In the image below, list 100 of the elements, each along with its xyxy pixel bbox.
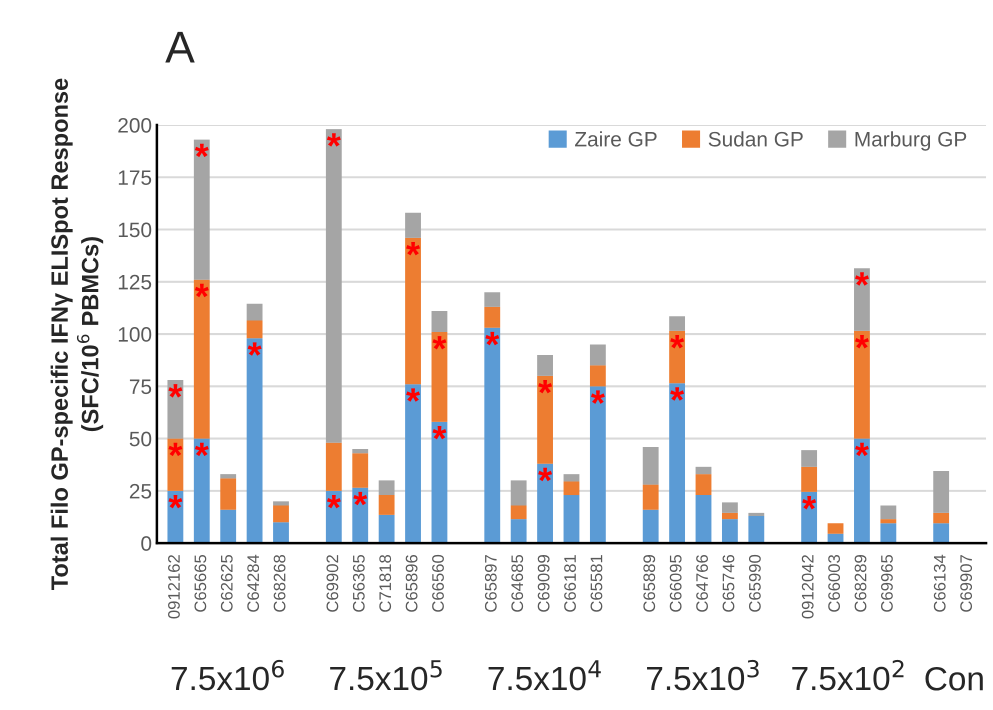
x-tick-label: C69902 [326,555,338,612]
y-axis-title: Total Filo GP-specific IFNγ ELISpot Response (SFC/10$^{6}$ PBMCs) [50,78,104,590]
y-tick-label: 150 [118,222,152,238]
bar [194,140,210,280]
annotation: * [855,335,869,348]
x-tick-label: C66134 [934,554,946,612]
bar [510,506,527,520]
bar [273,506,289,522]
bar [590,386,606,544]
bar [933,512,950,524]
x-tick-label: C64685 [511,554,524,612]
bar [722,512,738,520]
x-tick-label: 0912162 [168,555,180,618]
bar [933,523,950,544]
legend-label: Marburg GP [856,131,966,151]
text: 7.5x10$^{5}$ [330,660,442,690]
bar [405,384,421,544]
x-tick-label: C71818 [379,554,392,612]
bar [537,354,553,376]
y-tick-label: 125 [118,274,152,290]
bar [326,442,342,491]
bar [220,510,236,544]
annotation: * [432,336,446,350]
y-tick-label: 200 [118,118,152,133]
bar [590,344,606,366]
y-tick-label: 175 [118,170,152,185]
annotation: * [432,426,446,440]
bar [273,501,289,506]
x-tick-label: C65581 [590,555,602,612]
annotation: * [802,496,816,510]
bar [484,306,500,328]
text: 7.5x10$^{2}$ [792,660,904,690]
annotation: * [326,494,341,508]
bar [246,304,263,320]
bar [722,502,738,513]
x-tick-label: C69907 [960,555,972,612]
annotation: * [353,492,368,506]
bar [564,474,580,482]
annotation: * [538,468,552,482]
annotation: * [590,390,605,404]
x-tick-label: C66181 [564,555,576,612]
bar [696,466,712,474]
legend-label: Sudan GP [708,131,803,147]
bar [246,320,263,338]
x-tick-label: C65896 [406,554,418,612]
bar [642,484,659,510]
bar [537,376,553,464]
bar [880,519,896,524]
bar [378,495,395,515]
bar [722,519,738,544]
bar [748,512,764,516]
bar [510,519,527,544]
x-tick-label: 0912042 [802,555,814,618]
bar [933,471,950,513]
annotation: * [406,242,420,256]
x-tick-label: C66095 [670,554,682,612]
bar [273,522,289,544]
x-tick-label: C66560 [432,554,444,612]
x-tick-label: C69965 [881,554,893,612]
annotation: * [855,272,869,286]
bar [564,495,580,544]
bar [220,478,236,510]
bar [352,449,368,454]
text: 7.5x10$^{6}$ [172,660,284,690]
x-tick-label: C62625 [220,554,233,612]
x-tick-label: C65665 [194,554,206,612]
x-tick-label: C64284 [247,554,260,612]
x-tick-label: C68268 [274,554,286,612]
bar [696,474,712,496]
y-tick-label: 25 [130,484,152,499]
annotation: * [248,342,262,356]
y-tick-label: 50 [130,432,152,446]
bar [405,212,421,238]
bar [828,534,844,544]
bar [801,450,818,467]
bar [194,438,210,544]
annotation: * [855,442,869,456]
bar [194,280,210,439]
x-tick-label: C65990 [748,554,761,612]
bar [880,506,896,520]
annotation: * [168,494,182,508]
x-tick-label: C65889 [643,555,656,612]
x-tick-label: C65897 [484,555,497,612]
legend-label: Zaire GP [575,131,657,147]
bar [854,268,870,331]
bar [167,438,184,491]
y-tick-label: 0 [141,536,152,551]
annotation: * [194,144,209,158]
bar [801,466,818,492]
bar [378,480,395,496]
annotation: * [194,284,209,298]
x-tick-label: C66003 [828,554,840,612]
bar [537,464,553,544]
x-tick-label: C68289 [854,555,866,612]
annotation: * [194,442,209,456]
bar [854,330,870,439]
chart-title: A [165,32,195,62]
bar [246,338,263,544]
bar [378,514,395,544]
annotation: * [670,387,684,401]
